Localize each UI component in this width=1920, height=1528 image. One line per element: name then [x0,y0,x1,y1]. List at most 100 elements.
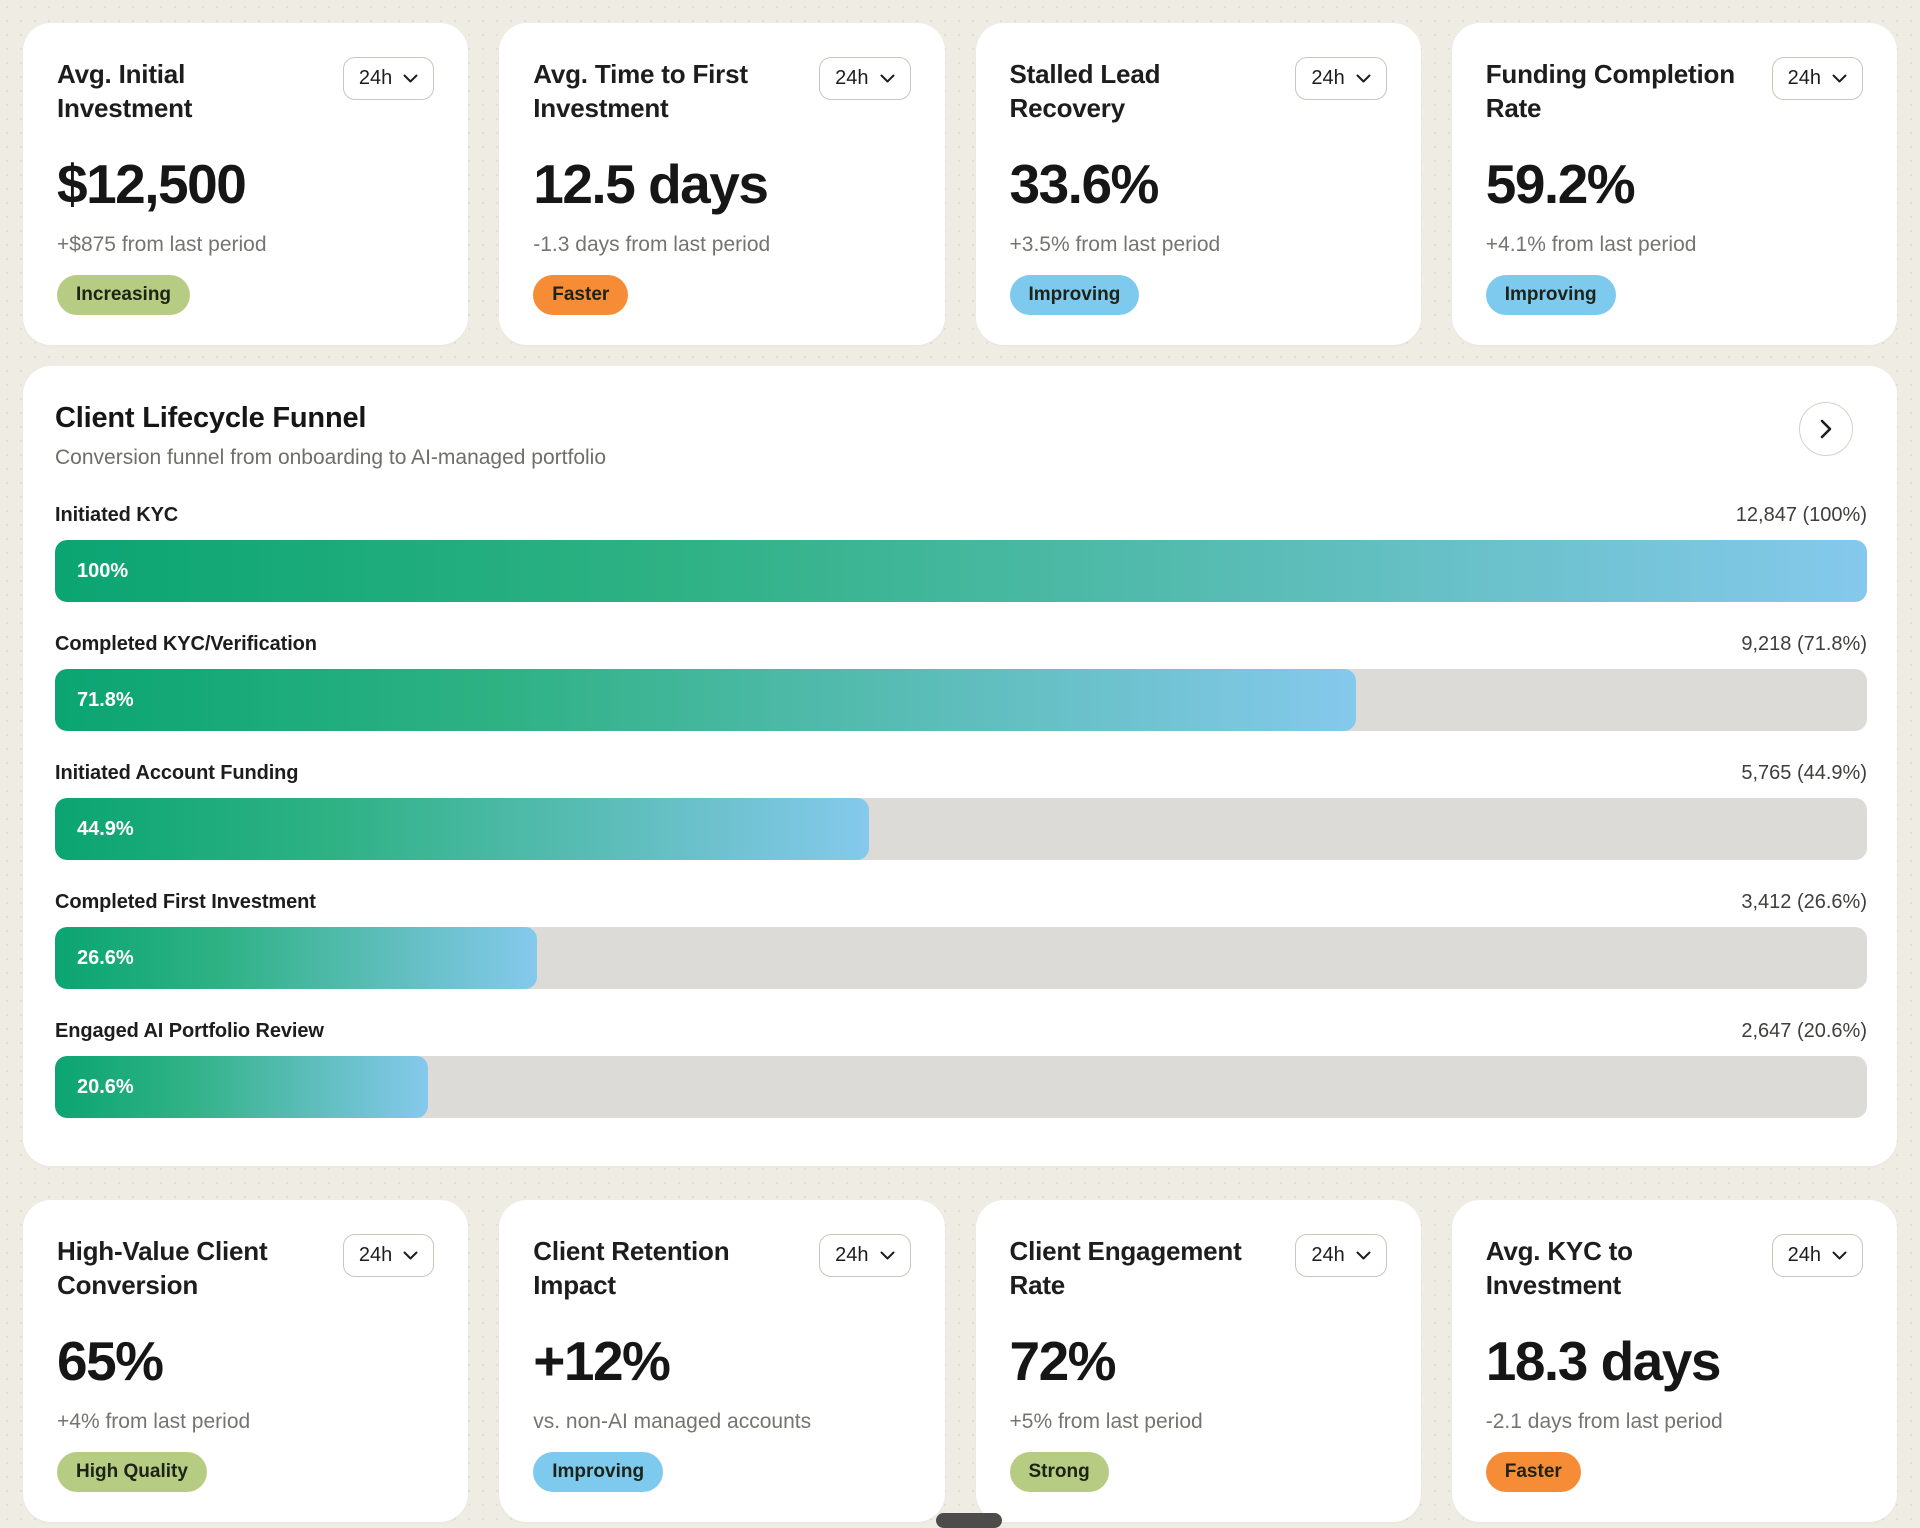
chevron-down-icon [880,1251,895,1260]
status-badge: Improving [1009,274,1140,315]
time-range-dropdown[interactable]: 24h [342,57,435,100]
kpi-delta: +$875 from last period [57,232,267,256]
time-range-value: 24h [835,67,869,89]
kpi-title: Client Retention Impact [533,1236,730,1301]
stage-percent-label: 26.6% [77,946,134,969]
time-range-dropdown[interactable]: 24h [819,1234,911,1277]
funnel-stage-initiated-kyc: Initiated KYC 12,847 (100%) 100% [55,504,1867,602]
kpi-title: Client Engagement Rate [1009,1236,1242,1301]
kpi-title: High-Value Client Conversion [57,1236,268,1301]
kpi-delta: +4.1% from last period [1485,232,1697,256]
time-range-value: 24h [1787,1244,1821,1266]
status-badge: Faster [1485,1451,1581,1492]
stage-value: 3,412 (26.6%) [1741,891,1867,913]
kpi-card-high-value-client-conversion: High-Value Client Conversion 24h 65% +4%… [23,1200,469,1522]
funnel-bar-fill: 20.6% [55,1056,429,1118]
horizontal-scrollbar-handle[interactable] [936,1513,1002,1528]
chevron-down-icon [1356,74,1371,83]
time-range-value: 24h [1311,67,1345,89]
stage-label: Completed KYC/Verification [55,633,317,655]
kpi-value: 72% [1009,1329,1117,1392]
chevron-down-icon [880,74,895,83]
funnel-bar-track: 44.9% [55,798,1867,860]
kpi-value: 65% [57,1329,164,1392]
funnel-title: Client Lifecycle Funnel [55,402,367,434]
funnel-subtitle: Conversion funnel from onboarding to AI-… [55,446,607,469]
funnel-stage-engaged-ai-portfolio-review: Engaged AI Portfolio Review 2,647 (20.6%… [55,1020,1867,1118]
funnel-bar-track: 100% [55,540,1867,602]
stage-value: 9,218 (71.8%) [1741,633,1867,655]
stage-percent-label: 20.6% [77,1075,134,1098]
funnel-next-button[interactable] [1799,402,1853,456]
time-range-value: 24h [358,67,393,89]
kpi-delta: +5% from last period [1009,1409,1203,1433]
status-badge: High Quality [57,1451,207,1492]
stage-label: Initiated Account Funding [55,762,299,784]
kpi-value: 59.2% [1485,152,1636,215]
stage-label: Completed First Investment [55,891,316,913]
status-badge: Improving [533,1451,664,1492]
kpi-value: 33.6% [1009,152,1160,215]
stage-percent-label: 100% [77,559,129,582]
kpi-row-bottom: High-Value Client Conversion 24h 65% +4%… [23,1200,1897,1522]
time-range-dropdown[interactable]: 24h [1295,1234,1387,1277]
time-range-dropdown[interactable]: 24h [1295,57,1387,100]
chevron-down-icon [403,74,418,83]
stage-percent-label: 71.8% [77,688,134,711]
funnel-bar-fill: 26.6% [55,927,537,989]
kpi-card-avg-kyc-to-investment: Avg. KYC to Investment 24h 18.3 days -2.… [1451,1200,1897,1522]
chevron-down-icon [403,1251,418,1260]
time-range-value: 24h [835,1244,869,1266]
funnel-stage-initiated-account-funding: Initiated Account Funding 5,765 (44.9%) … [55,762,1867,860]
funnel-bar-track: 71.8% [55,669,1867,731]
funnel-bar-track: 26.6% [55,927,1867,989]
kpi-title: Stalled Lead Recovery [1009,59,1161,124]
kpi-card-avg-initial-investment: Avg. Initial Investment 24h $12,500 +$87… [23,23,469,345]
status-badge: Increasing [57,274,191,315]
funnel-bar-track: 20.6% [55,1056,1867,1118]
status-badge: Strong [1009,1451,1109,1492]
funnel-bar-fill: 71.8% [55,669,1357,731]
stage-value: 12,847 (100%) [1735,504,1867,526]
kpi-card-client-engagement-rate: Client Engagement Rate 24h 72% +5% from … [975,1200,1421,1522]
chevron-down-icon [1832,1251,1847,1260]
funnel-stage-completed-kyc: Completed KYC/Verification 9,218 (71.8%)… [55,633,1867,731]
stage-label: Engaged AI Portfolio Review [55,1020,324,1042]
stage-value: 2,647 (20.6%) [1741,1020,1867,1042]
kpi-card-client-retention-impact: Client Retention Impact 24h +12% vs. non… [499,1200,945,1522]
kpi-delta: -1.3 days from last period [533,232,771,256]
time-range-dropdown[interactable]: 24h [342,1234,435,1277]
funnel-bar-fill: 100% [55,540,1867,602]
funnel-stage-completed-first-investment: Completed First Investment 3,412 (26.6%)… [55,891,1867,989]
chevron-down-icon [1832,74,1847,83]
kpi-value: $12,500 [57,152,247,215]
kpi-delta: +4% from last period [57,1409,251,1433]
kpi-title: Avg. KYC to Investment [1485,1236,1633,1301]
kpi-delta: -2.1 days from last period [1485,1409,1723,1433]
time-range-value: 24h [1311,1244,1345,1266]
kpi-card-avg-time-to-first-investment: Avg. Time to First Investment 24h 12.5 d… [499,23,945,345]
kpi-title: Funding Completion Rate [1485,59,1735,124]
kpi-delta: vs. non-AI managed accounts [533,1409,812,1433]
time-range-dropdown[interactable]: 24h [1771,1234,1863,1277]
kpi-row-top: Avg. Initial Investment 24h $12,500 +$87… [23,23,1897,345]
stage-value: 5,765 (44.9%) [1741,762,1867,784]
kpi-value: 12.5 days [533,152,769,215]
client-lifecycle-funnel-card: Client Lifecycle Funnel Conversion funne… [23,366,1897,1166]
status-badge: Faster [533,274,629,315]
kpi-card-stalled-lead-recovery: Stalled Lead Recovery 24h 33.6% +3.5% fr… [975,23,1421,345]
kpi-delta: +3.5% from last period [1009,232,1221,256]
status-badge: Improving [1485,274,1616,315]
funnel-bar-fill: 44.9% [55,798,869,860]
time-range-dropdown[interactable]: 24h [1771,57,1863,100]
funnel-stages: Initiated KYC 12,847 (100%) 100% Complet… [55,504,1867,1118]
time-range-dropdown[interactable]: 24h [819,57,911,100]
chevron-down-icon [1356,1251,1371,1260]
kpi-card-funding-completion-rate: Funding Completion Rate 24h 59.2% +4.1% … [1451,23,1897,345]
stage-label: Initiated KYC [55,504,179,526]
kpi-value: 18.3 days [1485,1329,1722,1392]
kpi-title: Avg. Time to First Investment [533,59,748,124]
time-range-value: 24h [1787,67,1821,89]
kpi-value: +12% [533,1329,671,1392]
chevron-right-icon [1818,418,1834,440]
